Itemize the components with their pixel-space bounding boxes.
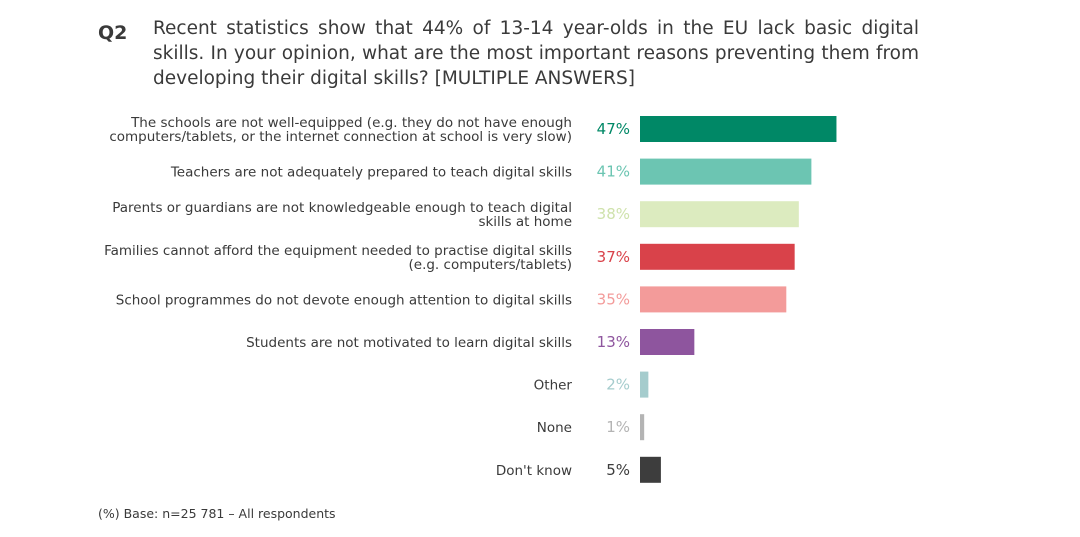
category-label-8: Don't know — [496, 463, 572, 479]
base-footnote: (%) Base: n=25 781 – All respondents — [98, 506, 336, 521]
question-block: Q2 Recent statistics show that 44% of 13… — [98, 16, 928, 96]
value-label-6: 2% — [606, 376, 630, 394]
category-label-4: School programmes do not devote enough a… — [116, 292, 572, 308]
category-label-1: Teachers are not adequately prepared to … — [170, 165, 572, 181]
bar-5 — [640, 329, 695, 355]
category-label-2: Parents or guardians are not knowledgeab… — [112, 200, 572, 230]
question-text: Recent statistics show that 44% of 13-14… — [153, 18, 919, 89]
category-label-7: None — [537, 420, 572, 436]
category-label-3: Families cannot afford the equipment nee… — [104, 243, 572, 273]
bar-1 — [640, 158, 812, 185]
bar-3 — [640, 243, 795, 270]
value-label-4: 35% — [597, 290, 630, 308]
bar-7 — [640, 414, 645, 441]
bar-0 — [640, 116, 837, 142]
bar-8 — [640, 456, 661, 483]
value-label-5: 13% — [597, 333, 630, 351]
value-label-2: 38% — [597, 205, 630, 223]
bar-4 — [640, 286, 787, 313]
value-label-7: 1% — [606, 418, 630, 436]
bar-2 — [640, 201, 799, 228]
category-label-6: Other — [534, 378, 573, 394]
value-label-3: 37% — [597, 248, 630, 266]
category-label-5: Students are not motivated to learn digi… — [246, 335, 572, 351]
value-label-0: 47% — [597, 120, 630, 138]
bar-6 — [640, 371, 649, 398]
value-label-8: 5% — [606, 461, 630, 479]
value-label-1: 41% — [597, 163, 630, 181]
category-label-0: The schools are not well-equipped (e.g. … — [109, 115, 572, 145]
question-number: Q2 — [98, 22, 128, 44]
